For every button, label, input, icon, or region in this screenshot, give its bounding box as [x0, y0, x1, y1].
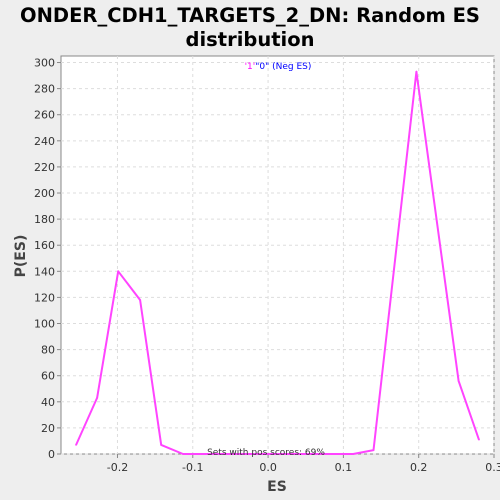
series-layer: [75, 70, 480, 455]
data-point: [139, 299, 141, 301]
y-tick-label: 160: [34, 239, 55, 252]
y-tick-label: 260: [34, 109, 55, 122]
plot-area: [60, 55, 495, 455]
data-point: [246, 453, 248, 455]
x-tick-label: 0.0: [259, 461, 277, 474]
y-tick-label: 240: [34, 135, 55, 148]
x-tick-label: -0.2: [107, 461, 128, 474]
x-tick-label: 0.1: [335, 461, 353, 474]
y-axis-ticks: 0 20 40 60 80 100 120 140 160 180 200 220 240 260 280 3…: [34, 57, 61, 461]
y-tick-label: 0: [48, 448, 55, 461]
y-tick-label: 120: [34, 291, 55, 304]
y-tick-label: 80: [41, 344, 55, 357]
y-tick-label: 180: [34, 213, 55, 226]
data-point: [267, 453, 269, 455]
grid: [61, 56, 495, 455]
x-tick-label: -0.1: [182, 461, 203, 474]
x-axis-title: ES: [267, 479, 287, 495]
y-tick-label: 220: [34, 161, 55, 174]
data-point: [331, 453, 333, 455]
data-point: [457, 380, 460, 382]
legend-part1: '1': [245, 62, 256, 72]
data-point: [310, 453, 312, 455]
chart-title-line1: ONDER_CDH1_TARGETS_2_DN: Random ES: [20, 4, 480, 27]
data-point: [182, 453, 184, 455]
data-point: [160, 443, 163, 446]
x-tick-label: 0.3: [485, 461, 500, 474]
data-point: [288, 453, 291, 455]
y-tick-label: 280: [34, 83, 55, 96]
y-tick-label: 100: [34, 318, 55, 331]
data-point: [352, 453, 355, 455]
y-tick-label: 40: [41, 396, 55, 409]
data-point: [415, 70, 418, 73]
y-tick-label: 140: [34, 265, 55, 278]
data-point: [203, 453, 205, 455]
y-tick-label: 60: [41, 370, 55, 383]
x-axis-ticks: -0.2 -0.1 0.0 0.1 0.2 0.3: [107, 454, 500, 474]
y-tick-label: 20: [41, 422, 55, 435]
pos-scores-annotation: Sets with pos scores: 69%: [207, 448, 325, 458]
y-tick-label: 300: [34, 57, 55, 70]
data-point: [117, 270, 120, 273]
data-point: [478, 438, 480, 441]
y-tick-label: 200: [34, 187, 55, 200]
data-point: [372, 449, 375, 451]
legend-part2: "0" (Neg ES): [255, 62, 311, 72]
series-line: [75, 70, 480, 455]
legend: '1'"0" (Neg ES): [245, 62, 312, 72]
y-axis-title: P(ES): [13, 235, 29, 278]
x-tick-label: 0.2: [410, 461, 428, 474]
data-point: [75, 443, 77, 446]
data-point: [224, 453, 227, 455]
data-point: [96, 396, 99, 399]
chart-title-line2: distribution: [186, 28, 315, 51]
